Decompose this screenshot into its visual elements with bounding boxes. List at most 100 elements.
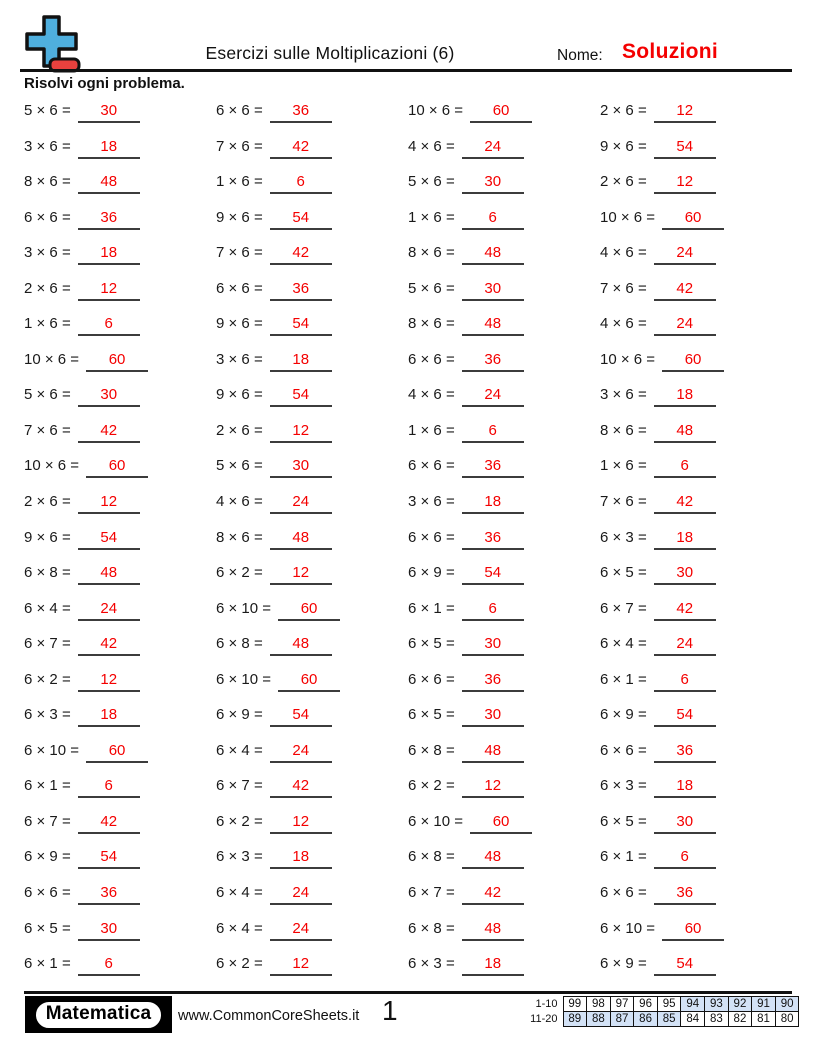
problem-question: 6 × 3 = xyxy=(600,528,647,546)
score-cell: 83 xyxy=(704,1011,729,1028)
problem-question: 4 × 6 = xyxy=(408,386,455,404)
answer-blank: 24 xyxy=(77,600,140,621)
answer-blank: 36 xyxy=(461,670,524,692)
answer-blank: 42 xyxy=(653,493,716,515)
answer-value: 18 xyxy=(676,777,694,795)
answer-value: 18 xyxy=(100,244,118,262)
answer-value: 12 xyxy=(292,812,310,830)
answer-value: 54 xyxy=(484,564,502,582)
problem-question: 6 × 5 = xyxy=(600,812,647,830)
problem-row: 6 × 7 = 42 xyxy=(216,774,408,810)
answer-blank: 12 xyxy=(77,280,140,301)
answer-value: 60 xyxy=(684,919,702,937)
problem-question: 6 × 7 = xyxy=(408,884,455,902)
problem-question: 6 × 3 = xyxy=(216,848,263,866)
answer-value: 18 xyxy=(100,137,118,155)
problem-question: 2 × 6 = xyxy=(600,102,647,119)
problem-question: 8 × 6 = xyxy=(408,244,455,262)
problem-row: 1 × 6 = 6 xyxy=(24,312,216,348)
answer-blank: 24 xyxy=(653,635,716,657)
answer-blank: 60 xyxy=(86,742,149,763)
answer-value: 24 xyxy=(676,315,694,333)
answer-value: 36 xyxy=(100,208,118,226)
answer-blank: 42 xyxy=(77,635,140,657)
answer-blank: 60 xyxy=(662,209,725,230)
answer-value: 30 xyxy=(100,919,118,937)
answer-blank: 24 xyxy=(269,493,332,515)
problem-question: 1 × 6 = xyxy=(408,421,455,439)
answer-blank: 42 xyxy=(269,138,332,159)
problem-question: 6 × 1 = xyxy=(24,777,71,795)
answer-blank: 6 xyxy=(653,671,716,692)
answer-blank: 54 xyxy=(653,138,716,159)
answer-value: 6 xyxy=(680,457,689,475)
answer-blank: 54 xyxy=(77,848,140,870)
problem-question: 6 × 7 = xyxy=(24,812,71,830)
problem-question: 7 × 6 = xyxy=(600,279,647,297)
answer-blank: 42 xyxy=(269,777,332,799)
problem-question: 3 × 6 = xyxy=(600,386,647,404)
answer-value: 6 xyxy=(488,421,497,439)
problem-question: 6 × 4 = xyxy=(216,884,263,902)
answer-value: 42 xyxy=(100,421,118,439)
answer-value: 24 xyxy=(484,386,502,404)
problem-question: 5 × 6 = xyxy=(24,102,71,119)
answer-blank: 6 xyxy=(461,209,524,230)
problem-question: 7 × 6 = xyxy=(216,244,263,262)
problem-row: 7 × 6 = 42 xyxy=(216,241,408,277)
answer-value: 18 xyxy=(484,955,502,973)
brand-name: Matematica xyxy=(33,999,164,1030)
score-range-label: 1-10 xyxy=(535,998,558,1011)
problem-question: 6 × 6 = xyxy=(408,528,455,546)
problem-question: 6 × 6 = xyxy=(216,102,263,119)
problem-question: 1 × 6 = xyxy=(24,315,71,333)
website-url: www.CommonCoreSheets.it xyxy=(178,1008,360,1024)
answer-blank: 60 xyxy=(86,457,149,479)
answer-blank: 6 xyxy=(461,600,524,621)
problem-question: 8 × 6 = xyxy=(600,421,647,439)
answer-value: 36 xyxy=(484,670,502,688)
problem-question: 9 × 6 = xyxy=(216,315,263,333)
problem-row: 9 × 6 = 54 xyxy=(600,135,792,171)
problem-row: 8 × 6 = 48 xyxy=(216,526,408,562)
problem-row: 6 × 10 = 60 xyxy=(408,810,600,846)
problem-row: 6 × 1 = 6 xyxy=(24,774,216,810)
answer-value: 48 xyxy=(484,919,502,937)
answer-blank: 36 xyxy=(77,884,140,906)
problem-row: 6 × 5 = 30 xyxy=(600,561,792,597)
answer-value: 36 xyxy=(676,741,694,759)
problem-row: 2 × 6 = 12 xyxy=(600,170,792,206)
problem-row: 7 × 6 = 42 xyxy=(24,419,216,455)
answer-blank: 48 xyxy=(269,635,332,657)
answer-value: 18 xyxy=(292,848,310,866)
answer-blank: 42 xyxy=(653,280,716,301)
answer-blank: 18 xyxy=(461,493,524,515)
score-cell: 90 xyxy=(774,995,800,1013)
score-cell: 81 xyxy=(751,1011,776,1028)
answer-value: 42 xyxy=(292,244,310,262)
answer-blank: 42 xyxy=(461,884,524,906)
score-cell: 80 xyxy=(774,1011,800,1028)
answer-blank: 6 xyxy=(653,848,716,870)
answer-value: 6 xyxy=(680,848,689,866)
answer-blank: 6 xyxy=(461,421,524,443)
answer-value: 30 xyxy=(484,279,502,297)
answer-blank: 12 xyxy=(269,812,332,834)
problem-question: 6 × 8 = xyxy=(24,564,71,582)
answer-value: 24 xyxy=(292,741,310,759)
problem-question: 6 × 6 = xyxy=(408,350,455,368)
problem-row: 8 × 6 = 48 xyxy=(600,419,792,455)
answer-value: 48 xyxy=(100,564,118,582)
answer-blank: 42 xyxy=(269,244,332,266)
answer-value: 36 xyxy=(484,528,502,546)
score-cell: 97 xyxy=(609,995,635,1013)
problems-grid: 5 × 6 = 30 3 × 6 = 18 8 × 6 = 48 6 × 6 = 36 3 × … xyxy=(24,99,792,988)
problem-row: 1 × 6 = 6 xyxy=(216,170,408,206)
answer-value: 36 xyxy=(292,279,310,297)
answer-blank: 24 xyxy=(269,884,332,906)
problem-row: 2 × 6 = 12 xyxy=(24,277,216,313)
problem-question: 6 × 1 = xyxy=(600,848,647,866)
answer-value: 36 xyxy=(484,350,502,368)
answer-value: 12 xyxy=(100,670,118,688)
answer-blank: 24 xyxy=(653,244,716,266)
